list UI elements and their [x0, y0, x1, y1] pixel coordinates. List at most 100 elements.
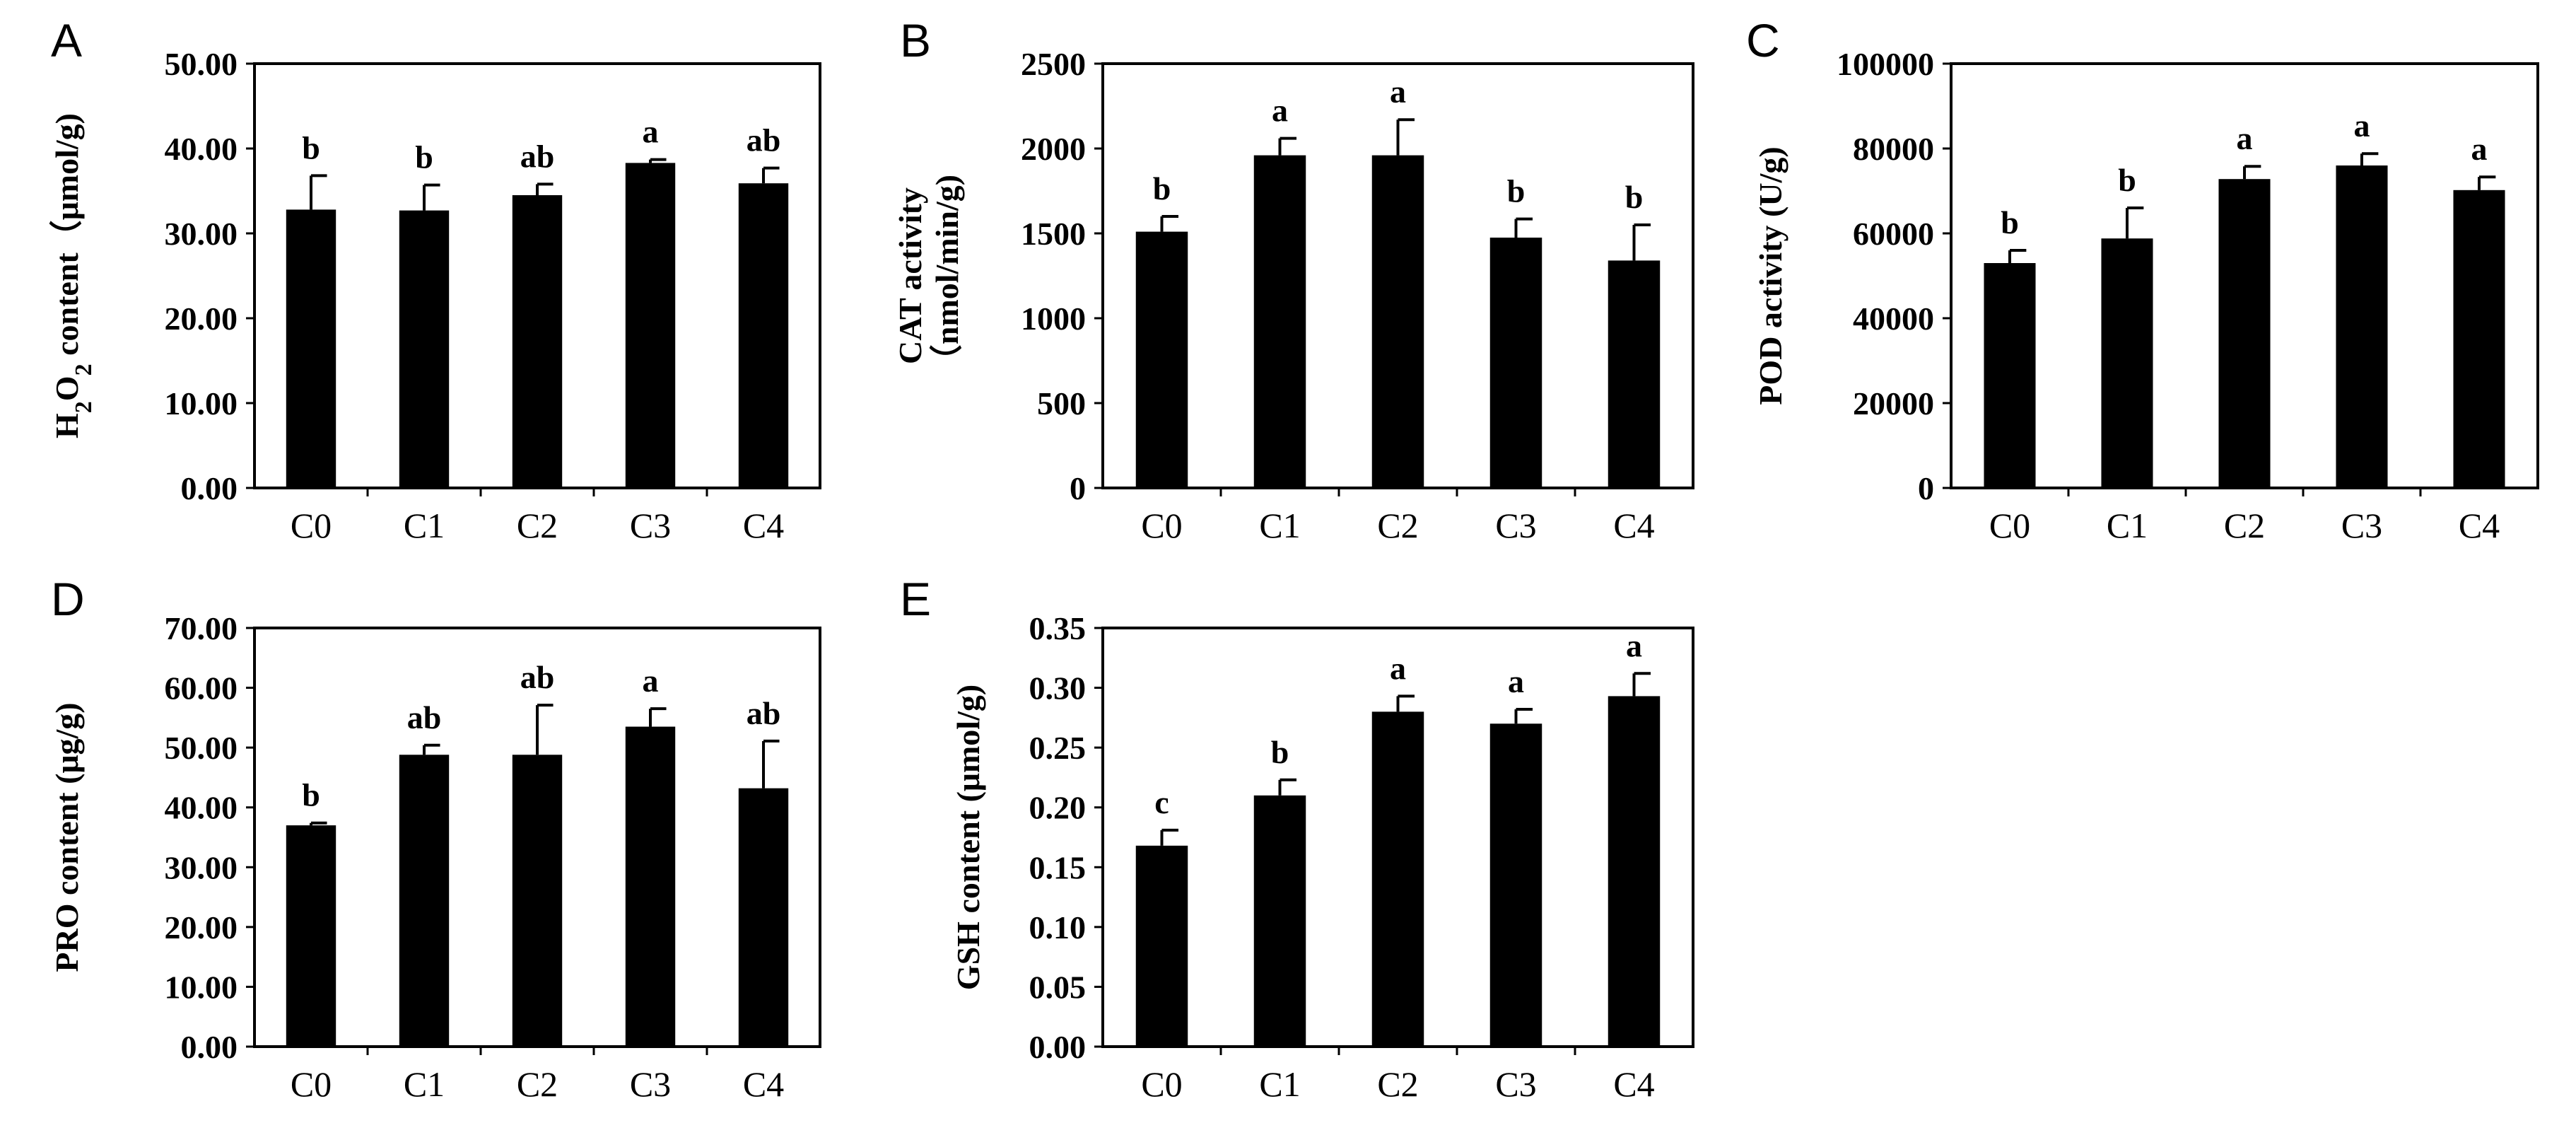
- panel-e-ytick-label: 0.00: [1029, 1029, 1087, 1065]
- panel-a-significance-label: a: [643, 114, 659, 150]
- panel-e-letter: E: [900, 573, 931, 625]
- panel-a-significance-label: ab: [520, 138, 555, 174]
- panel-c-significance-label: a: [2471, 131, 2488, 167]
- panel-d-significance-label: ab: [407, 699, 442, 735]
- panel-a-y-axis-title-part: O: [49, 376, 85, 401]
- panel-b-category-label: C0: [1141, 506, 1182, 545]
- panel-b-bar-c0: [1135, 231, 1188, 488]
- panel-e-significance-label: b: [1271, 734, 1289, 770]
- panel-c-ytick-label: 0: [1918, 470, 1934, 506]
- panel-d-bar-c4: [738, 788, 789, 1047]
- panel-e-ytick-label: 0.05: [1029, 969, 1087, 1005]
- panel-d-bar-c0: [286, 825, 336, 1047]
- panel-a-bar-c0: [286, 209, 336, 488]
- panel-e-bar-c2: [1371, 711, 1424, 1047]
- panel-b-bar-c3: [1489, 238, 1542, 488]
- panel-e-ytick-label: 0.10: [1029, 909, 1087, 945]
- panel-b-bar-c4: [1608, 260, 1661, 488]
- panel-a-bar-c3: [625, 163, 676, 488]
- panel-c-y-axis-title-line: POD activity (U/g): [1752, 146, 1788, 405]
- panel-b-y-axis-title: CAT activity（nmol/min/g): [892, 175, 965, 377]
- panel-e-bar-c0: [1135, 845, 1188, 1047]
- panel-a-significance-label: ab: [747, 122, 781, 158]
- panel-c-category-label: C3: [2341, 506, 2382, 545]
- panel-b-ytick-label: 500: [1037, 385, 1086, 421]
- panel-c-category-label: C2: [2224, 506, 2265, 545]
- panel-a-bar-c4: [738, 183, 789, 488]
- panel-d-ytick-label: 30.00: [165, 849, 238, 885]
- panel-a-y-axis-title-part: 2: [71, 401, 97, 413]
- panel-d-significance-label: ab: [520, 659, 555, 695]
- panel-a-y-axis-title: H2O2 content（μmol/g): [49, 113, 97, 438]
- panel-d-ytick-label: 0.00: [181, 1029, 238, 1065]
- panel-e-significance-label: c: [1154, 784, 1169, 820]
- panel-b-significance-label: b: [1153, 170, 1171, 206]
- panel-d: D 0.00 10.00 20.00 30.00 40.00 50.00 60.00 70.00…: [49, 573, 821, 1104]
- panel-c-significance-label: b: [2118, 162, 2136, 198]
- panel-a-ytick-label: 30.00: [165, 216, 238, 252]
- panel-a-y-axis-title-part: H: [49, 413, 85, 438]
- panel-c-category-label: C1: [2107, 506, 2148, 545]
- panel-e-y-axis-title-line: GSH content (μmol/g): [950, 685, 986, 990]
- panel-b-bar-c1: [1253, 155, 1306, 488]
- panel-e-category-label: C4: [1613, 1064, 1654, 1104]
- panel-d-significance-label: a: [643, 663, 659, 699]
- panel-c-bar-c1: [2101, 238, 2153, 488]
- panel-d-ytick-label: 70.00: [165, 610, 238, 646]
- panel-d-bar-c3: [625, 726, 676, 1047]
- panel-a: A 0.00 10.00 20.00 30.00 40.00 50.00 b C0 b C1 ab C2…: [49, 14, 821, 545]
- panel-b-significance-label: b: [1625, 179, 1644, 215]
- panel-b-category-label: C4: [1613, 506, 1654, 545]
- panel-b-category-label: C2: [1377, 506, 1418, 545]
- panel-c-significance-label: a: [2354, 107, 2370, 144]
- panel-d-ytick-label: 20.00: [165, 909, 238, 945]
- panel-a-ytick-label: 10.00: [165, 385, 238, 421]
- panel-c-significance-label: a: [2237, 120, 2253, 156]
- panel-b-ytick-label: 1000: [1021, 301, 1086, 337]
- panel-d-category-label: C0: [291, 1064, 332, 1104]
- panel-d-category-label: C2: [517, 1064, 558, 1104]
- panel-c-ytick-label: 100000: [1837, 46, 1934, 82]
- panel-a-category-label: C0: [291, 506, 332, 545]
- panel-b-category-label: C1: [1259, 506, 1300, 545]
- panel-e-bar-c3: [1489, 723, 1542, 1047]
- panel-d-ytick-label: 40.00: [165, 790, 238, 826]
- panel-c-bar-c4: [2453, 190, 2505, 488]
- panel-e-ytick-label: 0.15: [1029, 849, 1087, 885]
- panel-a-significance-label: b: [415, 139, 433, 175]
- panel-e-category-label: C0: [1141, 1064, 1182, 1104]
- panel-d-bar-c2: [512, 755, 563, 1047]
- panel-e-significance-label: a: [1626, 627, 1642, 663]
- panel-d-letter: D: [51, 573, 85, 625]
- panel-c-y-axis-title: POD activity (U/g): [1752, 146, 1788, 405]
- panel-e: E 0.00 0.05 0.10 0.15 0.20 0.25 0.30 0.35 c C0 b C1 a…: [900, 573, 1694, 1104]
- panel-e-bar-c4: [1608, 696, 1661, 1047]
- panel-d-y-axis-title-line: PRO content (μg/g): [49, 702, 85, 972]
- panel-b-significance-label: b: [1507, 173, 1526, 209]
- panel-d-y-axis-title: PRO content (μg/g): [49, 702, 85, 972]
- panel-d-category-label: C4: [743, 1064, 784, 1104]
- panel-d-significance-label: b: [302, 777, 320, 813]
- panel-a-category-label: C3: [630, 506, 671, 545]
- panel-b-significance-label: a: [1390, 74, 1406, 110]
- panel-d-ytick-label: 10.00: [165, 969, 238, 1005]
- panel-c-bar-c0: [1984, 263, 2036, 488]
- panel-e-ytick-label: 0.20: [1029, 790, 1087, 826]
- panel-e-ytick-label: 0.30: [1029, 670, 1087, 706]
- panel-a-category-label: C4: [743, 506, 784, 545]
- panel-b-y-axis-title-line: CAT activity: [892, 187, 928, 364]
- panel-d-ytick-label: 60.00: [165, 670, 238, 706]
- panel-e-ytick-label: 0.25: [1029, 730, 1087, 766]
- panel-a-bar-c1: [399, 210, 450, 488]
- panel-a-letter: A: [51, 14, 82, 66]
- panel-b-category-label: C3: [1495, 506, 1536, 545]
- panel-c-ytick-label: 20000: [1853, 385, 1934, 421]
- panel-b-significance-label: a: [1272, 93, 1288, 129]
- panel-e-category-label: C3: [1495, 1064, 1536, 1104]
- panel-c-category-label: C4: [2459, 506, 2500, 545]
- panel-c-category-label: C0: [1989, 506, 2030, 545]
- panel-a-ytick-label: 0.00: [181, 470, 238, 506]
- panel-b: B 0 500 1000 1500 2000 2500 b C0 a C1 a C2 b C3 b C4 CAT …: [892, 14, 1694, 545]
- panel-d-significance-label: ab: [747, 695, 781, 731]
